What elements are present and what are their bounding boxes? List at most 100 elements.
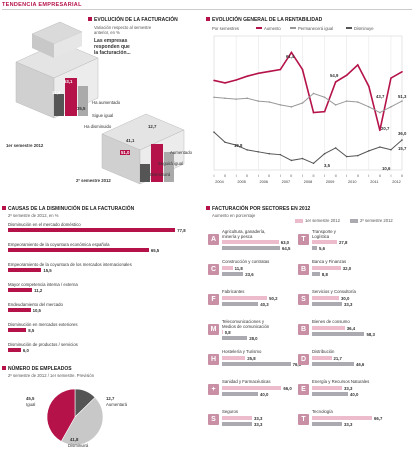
series-point [356, 64, 359, 66]
s2-value-c: 51,0 [120, 150, 131, 155]
sector-value-s2: 46,6 [355, 361, 365, 367]
x-year-label: 2011 [370, 180, 378, 184]
sector-name: Hostelería y Turismo [222, 349, 262, 354]
sector-bar-s1 [312, 326, 345, 330]
sector-bar-s2 [222, 422, 252, 426]
legend-swatch-1 [256, 27, 262, 29]
sector-value-s1: 21,7 [333, 355, 342, 361]
facturacion-title: EVOLUCIÓN DE LA FACTURACIÓN [88, 17, 178, 23]
anno-15: 15,7 [398, 146, 407, 151]
sector-icon: S [298, 294, 309, 305]
sector-value-s1: 0,8 [224, 329, 231, 335]
sector-value-s1: 27,8 [339, 239, 348, 245]
sector-value-s2: 28,0 [249, 335, 258, 341]
series-point [246, 75, 248, 77]
series-point [334, 147, 337, 149]
x-year-label: 2005 [237, 180, 245, 184]
sector-bar-s1 [312, 416, 373, 420]
sector-value-s1: 32,0 [342, 265, 352, 271]
sector-bar-s1 [312, 240, 338, 244]
x-tick-label: II [246, 174, 248, 178]
sector-icon: + [208, 384, 219, 395]
s1-label: 1er semestre 2012 [6, 143, 44, 148]
pie-aumentara-value: 12,7 [106, 396, 115, 401]
s1-disminuido-bar [65, 78, 77, 116]
x-tick-label: II [268, 174, 270, 178]
series-point [401, 139, 403, 141]
x-tick-label: I [214, 174, 215, 178]
series-point [323, 152, 326, 155]
series-point [301, 157, 304, 160]
sector-bar-s2 [312, 246, 318, 250]
sector-bar-s2 [312, 362, 354, 366]
sector-icon: H [208, 354, 219, 365]
causa-value: 77,8 [177, 227, 186, 233]
anno-43: 43,7 [376, 94, 385, 99]
x-year-label: 2008 [304, 180, 312, 184]
x-tick-label: I [280, 174, 281, 178]
series-line-3 [213, 131, 403, 164]
causa-value: 6,0 [22, 347, 29, 353]
legend-swatch-3 [346, 27, 352, 29]
sector-icon: M [208, 324, 219, 335]
x-tick-label: I [390, 174, 391, 178]
sector-value-s1: 33,3 [253, 415, 263, 421]
header-divider [2, 9, 412, 10]
x-tick-label: I [368, 174, 369, 178]
series-point [224, 97, 226, 100]
series-point [235, 98, 237, 100]
sector-name: Seguros [222, 409, 239, 414]
series-point [213, 131, 215, 133]
series-point [334, 81, 337, 83]
sector-value-s1: 30,0 [341, 295, 350, 301]
series-point [323, 110, 326, 113]
sector-value-s1: 36,4 [346, 325, 356, 331]
s1-igual-bar [78, 86, 88, 116]
sector-bar-s1 [312, 266, 341, 270]
causa-label: Disminución de productos / servicios [8, 342, 78, 347]
s1-aumentado-bar [54, 94, 64, 116]
s2-aumentado-bar [140, 164, 150, 182]
s2-label-down: Disminuirá [150, 172, 171, 177]
series-point [390, 77, 392, 79]
sector-value-s2: 5,6 [319, 245, 326, 251]
pie-slice [60, 397, 104, 446]
sector-bar-s1 [222, 386, 282, 390]
causa-value: 65,5 [150, 247, 160, 253]
sector-icon: B [298, 264, 309, 275]
question-3: la facturación... [94, 50, 131, 56]
pie-slice [46, 388, 76, 442]
empleados-pie [46, 388, 104, 446]
sector-value-s1: 66,7 [374, 415, 383, 421]
series-point [235, 144, 237, 146]
sector-bar-s1 [222, 416, 252, 420]
sector-value-s2: 40,0 [350, 391, 359, 397]
anno-10: 10,6 [382, 166, 391, 171]
sector-value-s2: 8,8 [321, 271, 328, 277]
causa-bar [8, 288, 33, 292]
series-point [257, 151, 260, 153]
facturacion-bars [54, 78, 174, 182]
series-point [312, 111, 315, 114]
sector-value-s1: 66,0 [283, 385, 292, 391]
sector-name: Tecnología [312, 409, 333, 414]
section-tag: TENDENCIA EMPRESARIAL [2, 2, 82, 8]
sector-icon: A [208, 234, 219, 245]
causa-bar [8, 328, 27, 332]
series-point [334, 104, 337, 106]
causa-label: Disminución en mercados exteriores [8, 322, 78, 327]
causa-bar [8, 228, 176, 232]
sector-name: Agricultura, ganadería, [222, 229, 266, 234]
s2-disminuido-bar [151, 144, 163, 182]
sector-name: Banca y Finanzas [312, 259, 347, 264]
question-1: Las empresas [94, 38, 128, 44]
series-point [345, 155, 348, 158]
pie-igual-value: 45,5 [26, 396, 35, 401]
causa-value: 8,5 [28, 327, 35, 333]
sector-value-s2: 64,5 [282, 245, 291, 251]
series-point [213, 79, 215, 82]
series-point [312, 162, 315, 165]
sector-value-s1: 25,8 [247, 355, 256, 361]
causa-bar [8, 308, 31, 312]
s2-label: 2º semestre 2012 [76, 178, 111, 183]
